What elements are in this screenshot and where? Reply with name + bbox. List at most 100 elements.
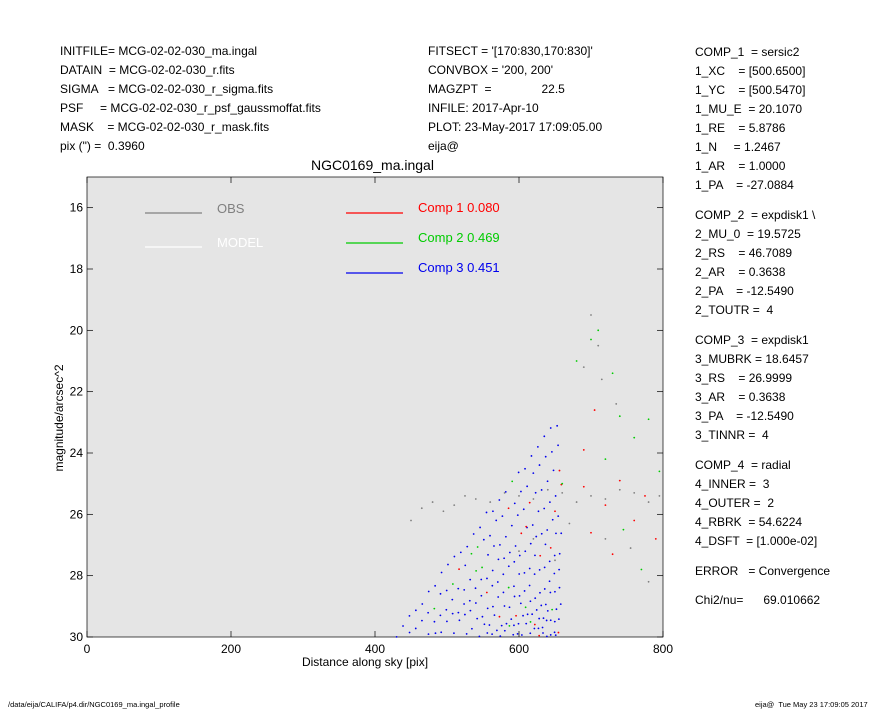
comp-legend-label-2: Comp 2 0.469: [418, 230, 500, 245]
series-0-point: [420, 507, 423, 510]
profile-point: [537, 510, 540, 513]
profile-point: [542, 632, 544, 634]
profile-point: [471, 627, 473, 630]
profile-point: [523, 590, 526, 592]
profile-point: [549, 633, 552, 636]
legend-label-model: MODEL: [217, 235, 263, 250]
comp1-type: COMP_1 = sersic2: [695, 45, 800, 59]
profile-point: [515, 614, 517, 617]
profile-point: [433, 607, 436, 610]
profile-point: [508, 606, 511, 609]
comp1-n: 1_N = 1.2467: [695, 140, 781, 154]
profile-point: [433, 620, 436, 623]
profile-point: [495, 629, 498, 632]
profile-point: [427, 611, 430, 614]
profile-point: [520, 532, 523, 535]
profile-point: [554, 495, 557, 497]
comp3-ar: 3_AR = 0.3638: [695, 390, 786, 404]
series-0-point: [575, 501, 578, 503]
profile-point: [468, 599, 471, 602]
profile-point: [530, 455, 533, 457]
profile-point: [539, 554, 542, 557]
series-0-point: [431, 501, 434, 503]
profile-point: [508, 551, 511, 554]
comp-legend-label-3: Comp 3 0.451: [418, 260, 500, 275]
y-tick-label: 30: [70, 630, 84, 644]
profile-point: [511, 480, 514, 483]
profile-point: [532, 472, 535, 475]
comp3-rs: 3_RS = 26.9999: [695, 371, 793, 385]
profile-point: [557, 631, 560, 634]
profile-point: [512, 633, 515, 636]
profile-point: [427, 590, 430, 593]
profile-point: [510, 618, 513, 621]
profile-point: [553, 620, 556, 623]
series-0-point: [554, 559, 556, 562]
profile-point: [463, 603, 465, 605]
profile-point: [552, 469, 555, 472]
profile-point: [482, 538, 485, 541]
profile-point: [464, 564, 467, 567]
profile-point: [526, 485, 529, 488]
y-tick-label: 26: [70, 507, 84, 521]
profile-point: [538, 634, 541, 637]
series-2-point: [633, 436, 636, 439]
comp1-mu-e: 1_MU_E = 20.1070: [695, 102, 803, 116]
y-tick-label: 18: [70, 262, 84, 276]
comp1-pa: 1_PA = -27.0884: [695, 178, 794, 192]
profile-point: [538, 464, 541, 466]
profile-point: [481, 615, 484, 618]
profile-point: [528, 584, 531, 587]
series-0-point: [604, 537, 607, 540]
series-0-point: [518, 495, 520, 497]
profile-point: [486, 607, 489, 610]
profile-point: [551, 608, 554, 611]
profile-point: [535, 609, 538, 611]
x-tick-label: 800: [653, 642, 673, 656]
series-0-point: [658, 495, 661, 497]
series-2-point: [611, 372, 614, 375]
series-0-point: [561, 491, 564, 494]
series-1-point: [554, 510, 556, 513]
series-0-point: [546, 488, 549, 491]
profile-point: [510, 524, 513, 527]
profile-point: [513, 502, 516, 505]
series-2-point: [647, 418, 650, 421]
profile-point: [445, 608, 448, 611]
profile-point: [451, 612, 454, 615]
series-0-point: [647, 580, 650, 583]
series-0-point: [582, 366, 585, 369]
profile-point: [497, 596, 500, 598]
comp3-mubrk: 3_MUBRK = 18.6457: [695, 352, 809, 366]
profile-point: [498, 615, 501, 618]
comp3-tinnr: 3_TINNR = 4: [695, 428, 769, 442]
profile-point: [483, 623, 486, 626]
profile-point: [535, 535, 538, 538]
profile-point: [555, 532, 557, 535]
profile-point: [518, 594, 521, 597]
profile-point: [497, 558, 500, 561]
profile-point: [502, 591, 505, 594]
profile-point: [553, 631, 556, 634]
profile-point: [458, 568, 460, 571]
profile-point: [534, 554, 536, 557]
comp1-re: 1_RE = 5.8786: [695, 121, 786, 135]
profile-point: [513, 624, 515, 627]
profile-point: [492, 605, 494, 608]
series-0-point: [489, 501, 492, 503]
profile-point: [480, 594, 483, 597]
profile-point: [557, 515, 560, 518]
initfile-line: INITFILE= MCG-02-02-030_ma.ingal: [60, 44, 258, 58]
series-1-point: [633, 519, 636, 522]
profile-point: [553, 554, 556, 557]
profile-point: [502, 573, 505, 576]
profile-point: [491, 633, 494, 636]
comp4-rbrk: 4_RBRK = 54.6224: [695, 515, 803, 529]
comp4-outer: 4_OUTER = 2: [695, 496, 775, 510]
profile-point: [507, 507, 510, 510]
profile-point: [440, 631, 443, 634]
profile-point: [518, 573, 521, 575]
profile-point: [536, 446, 539, 448]
profile-point: [500, 624, 503, 627]
